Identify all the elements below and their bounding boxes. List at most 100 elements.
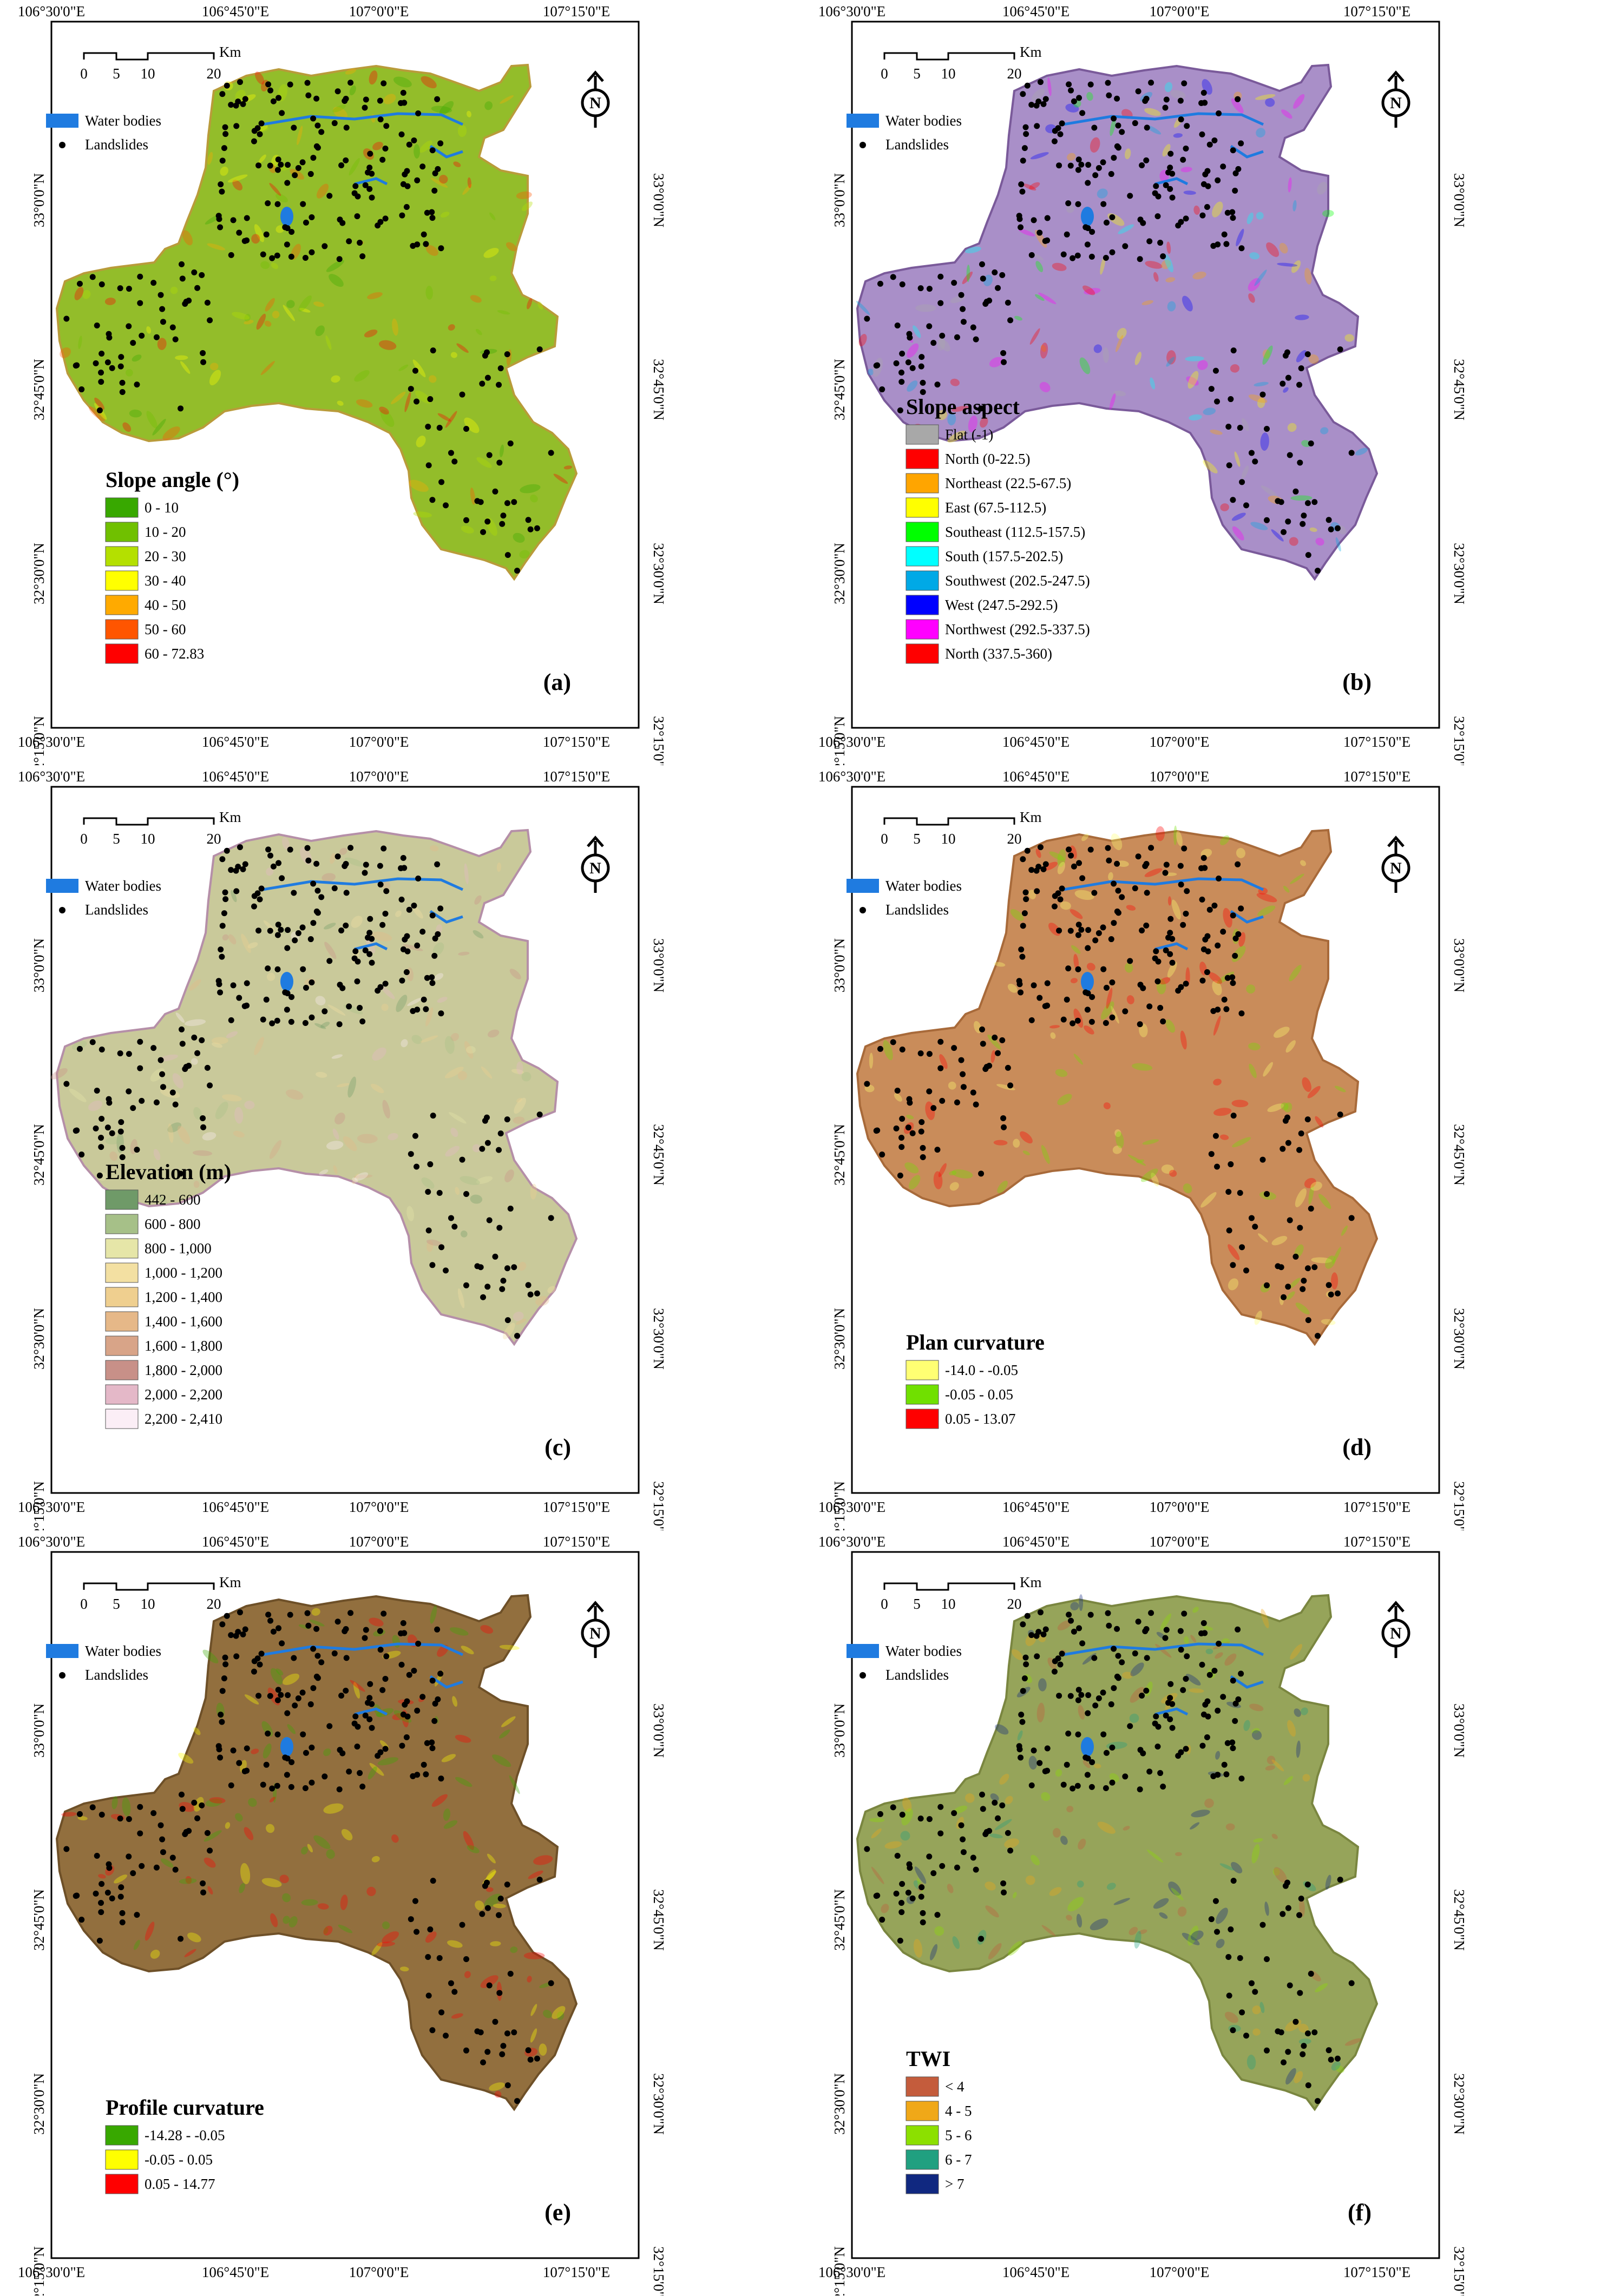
terrain-texture bbox=[1258, 1233, 1268, 1242]
landslide-point bbox=[1016, 216, 1023, 222]
landslide-point bbox=[119, 1154, 126, 1161]
terrain-texture bbox=[412, 905, 423, 919]
map-frame bbox=[50, 21, 640, 729]
landslide-point bbox=[1100, 201, 1107, 207]
landslide-point bbox=[873, 1893, 880, 1899]
top-lon-tick: 107°15'0"E bbox=[543, 768, 610, 785]
landslide-point bbox=[255, 1693, 262, 1699]
landslide-point bbox=[1167, 165, 1173, 171]
landslide-point bbox=[1105, 845, 1111, 851]
landslide-point bbox=[1024, 82, 1031, 89]
landslide-point bbox=[172, 1866, 179, 1873]
right-lat-tick: 33°0'0"N bbox=[1451, 938, 1467, 992]
terrain-texture bbox=[443, 1820, 458, 1829]
landslide-point bbox=[219, 1719, 225, 1725]
landslide-point bbox=[267, 162, 273, 169]
landslide-point bbox=[366, 1716, 373, 1722]
terrain-texture bbox=[184, 1019, 206, 1027]
terrain-texture bbox=[480, 1625, 494, 1634]
landslide-point bbox=[1000, 1115, 1007, 1121]
terrain-texture bbox=[1246, 212, 1254, 225]
landslide-point bbox=[982, 301, 989, 307]
landslide-point bbox=[359, 1018, 366, 1025]
terrain-texture bbox=[1189, 414, 1202, 420]
landslide-point bbox=[973, 336, 979, 343]
terrain-texture bbox=[256, 313, 266, 330]
landslide-point bbox=[401, 100, 408, 106]
landslide-point bbox=[1089, 228, 1095, 235]
landslide-point bbox=[78, 1152, 85, 1158]
landslide-point bbox=[1180, 1687, 1186, 1693]
landslide-point bbox=[182, 1831, 188, 1838]
landslide-point bbox=[314, 122, 321, 129]
legend-swatch bbox=[105, 1189, 139, 1210]
river-line bbox=[429, 1675, 463, 1689]
landslide-point bbox=[1220, 163, 1226, 170]
terrain-texture bbox=[1130, 1687, 1145, 1703]
landslide-point bbox=[159, 1836, 166, 1843]
terrain-texture bbox=[1220, 503, 1229, 511]
landslide-point bbox=[366, 186, 373, 192]
scale-number: 5 bbox=[913, 831, 921, 847]
landslide-point bbox=[897, 1937, 903, 1944]
terrain-texture bbox=[1067, 1897, 1084, 1912]
landslide-point bbox=[1105, 1610, 1111, 1616]
landslide-point bbox=[1348, 1980, 1355, 1986]
landslide-point bbox=[879, 386, 885, 393]
landslide-point bbox=[1142, 1628, 1149, 1635]
terrain-texture bbox=[1295, 1302, 1310, 1315]
legend-item-label: < 4 bbox=[945, 2078, 964, 2095]
terrain-texture bbox=[1225, 1823, 1235, 1831]
landslide-point bbox=[1177, 97, 1184, 104]
landslide-point bbox=[303, 1749, 309, 1756]
terrain-texture bbox=[447, 1940, 463, 1948]
landslide-point bbox=[303, 984, 309, 991]
terrain-texture bbox=[1166, 350, 1176, 365]
landslide-point bbox=[1106, 857, 1112, 864]
north-arrow-icon: N bbox=[1381, 70, 1410, 128]
landslide-point bbox=[926, 1816, 933, 1823]
landslide-point bbox=[415, 876, 422, 882]
terrain-texture bbox=[470, 295, 482, 303]
legend-item-label: 6 - 7 bbox=[945, 2152, 972, 2168]
terrain-texture bbox=[533, 1855, 553, 1865]
landslide-point bbox=[274, 932, 281, 938]
landslide-point bbox=[178, 1170, 184, 1177]
landslide-point bbox=[1075, 1731, 1081, 1738]
landslide-point bbox=[1163, 947, 1169, 953]
terrain-texture bbox=[1055, 1769, 1062, 1777]
panel-label: (a) bbox=[543, 669, 571, 695]
landslide-point bbox=[1144, 124, 1150, 131]
terrain-texture bbox=[254, 224, 265, 242]
landslide-point bbox=[1100, 966, 1107, 972]
landslide-point bbox=[1285, 1284, 1291, 1290]
scale-number: 5 bbox=[113, 1596, 120, 1612]
landslide-point bbox=[525, 1282, 532, 1288]
landslide-point bbox=[1020, 91, 1026, 97]
landslide-point bbox=[1021, 145, 1028, 152]
terrain-texture bbox=[445, 1067, 464, 1078]
landslide-point bbox=[1210, 1773, 1217, 1779]
terrain-texture bbox=[948, 1081, 956, 1090]
top-lon-tick: 106°30'0"E bbox=[18, 1534, 85, 1550]
landslide-point bbox=[1160, 1784, 1166, 1790]
terrain-texture bbox=[1103, 1102, 1111, 1109]
landslide-point bbox=[218, 181, 224, 188]
terrain-texture bbox=[1231, 512, 1246, 521]
landslide-point bbox=[1034, 1653, 1040, 1660]
terrain-texture bbox=[1271, 1759, 1284, 1772]
landslide-point bbox=[504, 1317, 511, 1324]
terrain-texture bbox=[1301, 440, 1311, 448]
landslide-point bbox=[920, 1910, 926, 1916]
landslide-point bbox=[432, 935, 438, 942]
landslide-point bbox=[424, 1740, 430, 1746]
terrain-texture bbox=[1013, 1892, 1017, 1899]
landslide-point bbox=[347, 1610, 354, 1616]
landslide-point bbox=[404, 948, 411, 955]
terrain-texture bbox=[1251, 1728, 1260, 1734]
landslide-point bbox=[1019, 1719, 1026, 1725]
landslide-point bbox=[920, 1154, 926, 1161]
landslide-point bbox=[314, 1653, 321, 1659]
landslide-point bbox=[926, 1088, 933, 1095]
